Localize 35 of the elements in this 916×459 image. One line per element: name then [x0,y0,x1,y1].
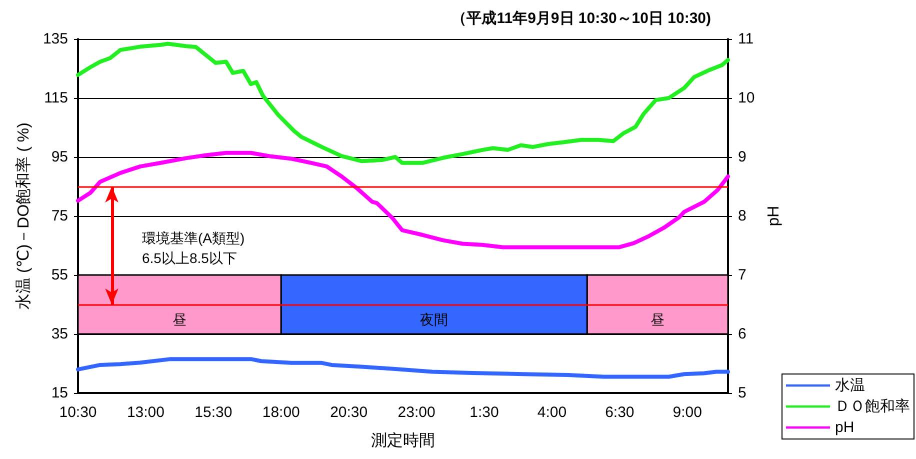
legend-label: 水温 [835,377,865,394]
y-tick-label: 55 [51,266,68,284]
y2-tick-label: 9 [738,148,746,166]
legend-label: pH [835,419,854,436]
y2-axis-title: pH [766,206,782,226]
y2-tick-label: 6 [738,326,746,342]
y-tick-label: 135 [42,30,68,48]
x-tick-label: 1:30 [470,404,499,421]
band-label: 昼 [172,312,187,328]
y2-tick-label: 5 [738,384,746,402]
x-tick-label: 15:30 [194,404,232,421]
x-tick-label: 4:00 [537,404,567,421]
x-axis-title: 測定時間 [371,432,435,450]
y2-tick-label: 10 [738,90,755,106]
y-tick-label: 75 [51,208,68,224]
y-axis-title: 水温 (℃)－DO飽和率 ( %) [14,122,33,310]
x-tick-label: 18:00 [262,404,300,421]
y-tick-label: 35 [51,326,68,342]
chart-title: （平成11年9月9日 10:30～10日 10:30) [452,10,712,27]
y-tick-label: 15 [51,384,68,402]
annotation: 環境基準(A類型) 6.5以上8.5以下 [142,230,245,266]
x-tick-label: 10:30 [59,404,97,421]
x-tick-label: 13:00 [126,404,164,421]
y2-tick-label: 11 [738,30,754,48]
x-tick-label: 23:00 [398,404,436,421]
y2-tick-label: 8 [738,208,746,224]
x-tick-label: 6:30 [605,404,634,421]
legend-label: ＤＯ飽和率 [835,398,910,415]
y2-tick-label: 7 [738,266,746,284]
x-tick-label: 20:30 [330,404,368,421]
x-tick-label: 9:00 [672,404,702,421]
y-tick-label: 95 [51,148,68,166]
band-label: 夜間 [420,312,448,328]
band-label: 昼 [650,312,665,328]
y-tick-label: 115 [44,90,68,106]
